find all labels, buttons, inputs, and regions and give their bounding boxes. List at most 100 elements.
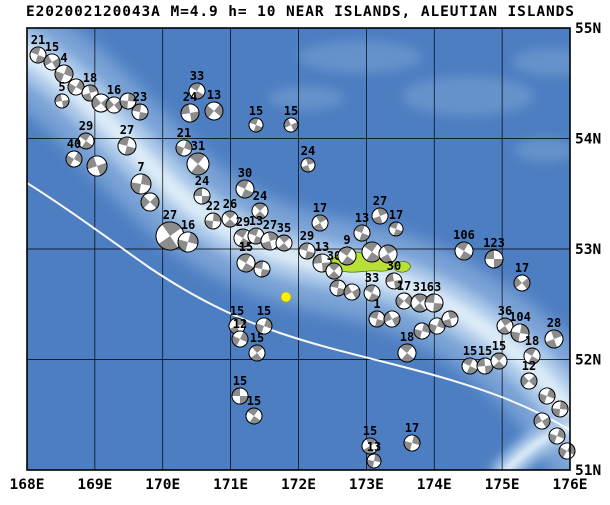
beachball: 24 bbox=[251, 189, 269, 220]
beachball: 12 bbox=[520, 359, 538, 390]
x-axis-label: 174E bbox=[417, 477, 452, 493]
beachball: 33 bbox=[363, 271, 381, 302]
map-frame bbox=[26, 27, 571, 471]
beachball-label: 18 bbox=[400, 330, 414, 344]
beachball bbox=[538, 387, 556, 405]
beachball-label: 17 bbox=[397, 279, 411, 293]
beachball-label: 16 bbox=[107, 83, 121, 97]
beachball: 28 bbox=[544, 316, 564, 349]
beachball-label: 30 bbox=[238, 166, 252, 180]
beachball-label: 5 bbox=[58, 80, 65, 94]
beachball: 21 bbox=[175, 126, 193, 157]
beachball: 15 bbox=[461, 344, 479, 375]
y-axis-label: 55N bbox=[575, 21, 601, 37]
beachball-label: 33 bbox=[365, 271, 379, 285]
beachball-label: 15 bbox=[492, 339, 506, 353]
beachball: 17 bbox=[311, 201, 329, 232]
beachball-label: 4 bbox=[60, 51, 67, 65]
beachball: 18 bbox=[523, 334, 541, 365]
beachball bbox=[428, 317, 446, 335]
beachball-label: 35 bbox=[277, 221, 291, 235]
beachball-label: 29 bbox=[79, 119, 93, 133]
beachball-label: 24 bbox=[183, 90, 197, 104]
beachball-label: 36 bbox=[498, 304, 512, 318]
beachball: 24 bbox=[300, 144, 316, 173]
beachball: 40 bbox=[65, 137, 83, 168]
beachball bbox=[441, 310, 459, 328]
beachball: 15 bbox=[228, 304, 246, 335]
beachball bbox=[86, 155, 108, 177]
y-axis-label: 53N bbox=[575, 242, 601, 258]
beachball-label: 15 bbox=[478, 344, 492, 358]
beachball-label: 15 bbox=[363, 424, 377, 438]
beachball: 27 bbox=[155, 208, 185, 251]
beachball: 17 bbox=[513, 261, 531, 292]
beachball: 15 bbox=[248, 104, 264, 133]
beachball-label: 15 bbox=[239, 240, 253, 254]
beachball: 4 bbox=[54, 51, 74, 84]
beachball: 123 bbox=[483, 236, 505, 269]
beachball bbox=[253, 260, 271, 278]
beachball-label: 17 bbox=[313, 201, 327, 215]
x-axis-label: 173E bbox=[349, 477, 384, 493]
y-axis-label: 52N bbox=[575, 353, 601, 369]
beachball: 5 bbox=[54, 80, 70, 109]
beachball-label: 123 bbox=[483, 236, 505, 250]
beachball bbox=[67, 78, 85, 96]
beachball: 15 bbox=[231, 374, 249, 405]
beachball: 27 bbox=[260, 218, 280, 251]
beachball: 29 bbox=[298, 229, 316, 260]
beachball-label: 1 bbox=[373, 297, 380, 311]
beachball bbox=[551, 400, 569, 418]
island bbox=[394, 261, 411, 273]
beachball-label: 15 bbox=[249, 104, 263, 118]
beachball-label: 13 bbox=[315, 240, 329, 254]
beachball-label: 15 bbox=[463, 344, 477, 358]
x-axis-label: 168E bbox=[10, 477, 45, 493]
beachball-label: 31 bbox=[413, 280, 427, 294]
beachball-label: 29 bbox=[300, 229, 314, 243]
x-axis-label: 172E bbox=[281, 477, 316, 493]
beachball-label: 26 bbox=[223, 197, 237, 211]
beachball: 26 bbox=[221, 197, 239, 228]
beachball-label: 23 bbox=[133, 90, 147, 104]
beachball: 106 bbox=[453, 228, 475, 261]
beachball-label: 28 bbox=[547, 316, 561, 330]
beachball-label: 104 bbox=[509, 310, 531, 324]
beachball-label: 24 bbox=[195, 174, 209, 188]
beachball: 15 bbox=[255, 304, 273, 335]
beachball-label: 15 bbox=[230, 304, 244, 318]
y-axis-label: 51N bbox=[575, 463, 601, 479]
beachball: 15 bbox=[236, 240, 256, 273]
page-title: E202002120043A M=4.9 h= 10 NEAR ISLANDS,… bbox=[26, 4, 575, 20]
beachball-label: 15 bbox=[250, 331, 264, 345]
beachball-label: 33 bbox=[190, 69, 204, 83]
beachball: 30 bbox=[325, 249, 343, 280]
beachball-label: 16 bbox=[181, 218, 195, 232]
beachball: 13 bbox=[353, 211, 371, 242]
beachball: 16 bbox=[177, 218, 199, 253]
beachball-label: 27 bbox=[263, 218, 277, 232]
beachball: 31 bbox=[186, 139, 210, 176]
beachball-label: 7 bbox=[137, 160, 144, 174]
x-axis-label: 171E bbox=[213, 477, 248, 493]
beachball bbox=[361, 241, 383, 263]
beachball-label: 30 bbox=[387, 259, 401, 273]
beachball-label: 18 bbox=[525, 334, 539, 348]
beachball: 9 bbox=[337, 233, 357, 266]
beachball: 15 bbox=[361, 424, 379, 455]
beachball: 30 bbox=[385, 259, 403, 290]
beachball: 15 bbox=[283, 104, 299, 133]
beachball-label: 63 bbox=[427, 280, 441, 294]
beachball-label: 27 bbox=[163, 208, 177, 222]
beachball: 16 bbox=[105, 83, 123, 114]
beachball-label: 15 bbox=[247, 394, 261, 408]
beachball: 17 bbox=[403, 421, 421, 452]
x-axis-label: 169E bbox=[77, 477, 112, 493]
trench-line bbox=[27, 182, 570, 431]
beachball: 12 bbox=[231, 317, 249, 348]
beachball bbox=[119, 92, 137, 110]
